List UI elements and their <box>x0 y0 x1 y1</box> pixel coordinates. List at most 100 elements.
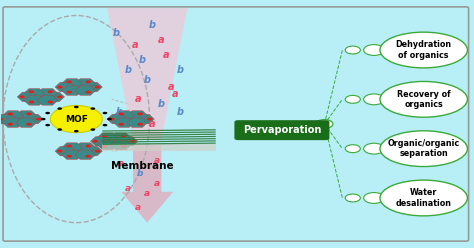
Circle shape <box>121 135 127 138</box>
Text: b: b <box>177 107 184 117</box>
Text: Recovery of
organics: Recovery of organics <box>397 90 450 109</box>
Polygon shape <box>102 140 216 143</box>
Text: Water
desalination: Water desalination <box>396 188 452 208</box>
Text: a: a <box>172 90 179 99</box>
Polygon shape <box>107 8 187 140</box>
Text: Pervaporation: Pervaporation <box>243 125 321 135</box>
Ellipse shape <box>380 180 467 216</box>
Text: a: a <box>149 119 155 129</box>
Circle shape <box>345 194 360 202</box>
Circle shape <box>364 192 384 203</box>
Circle shape <box>102 145 108 148</box>
Text: Organic/organic
separation: Organic/organic separation <box>388 139 460 158</box>
Text: b: b <box>113 28 120 38</box>
Polygon shape <box>102 129 216 132</box>
Circle shape <box>345 46 360 54</box>
Circle shape <box>46 112 50 114</box>
Circle shape <box>102 124 107 126</box>
Text: b: b <box>125 65 132 75</box>
Circle shape <box>57 107 62 110</box>
Circle shape <box>102 112 107 114</box>
Circle shape <box>364 143 384 154</box>
Ellipse shape <box>380 32 467 68</box>
Circle shape <box>46 124 50 126</box>
Circle shape <box>7 112 13 115</box>
Polygon shape <box>102 145 216 151</box>
Circle shape <box>57 150 63 153</box>
Circle shape <box>57 86 63 89</box>
Circle shape <box>95 150 100 153</box>
Circle shape <box>85 80 91 83</box>
Circle shape <box>74 130 79 132</box>
Text: a: a <box>118 159 124 168</box>
Text: a: a <box>135 94 141 104</box>
Circle shape <box>57 128 62 131</box>
Circle shape <box>92 140 98 143</box>
Ellipse shape <box>380 81 467 117</box>
Text: b: b <box>115 107 122 117</box>
Circle shape <box>50 105 102 133</box>
Circle shape <box>364 45 384 56</box>
Text: b: b <box>139 55 146 65</box>
Circle shape <box>28 90 34 93</box>
Circle shape <box>118 123 124 126</box>
Circle shape <box>28 100 34 103</box>
Text: MOF: MOF <box>65 115 88 124</box>
Circle shape <box>85 155 91 158</box>
Circle shape <box>74 106 79 108</box>
Text: b: b <box>144 75 151 85</box>
Circle shape <box>41 118 46 120</box>
Circle shape <box>95 86 100 89</box>
Circle shape <box>316 120 333 128</box>
Text: a: a <box>163 50 169 60</box>
FancyBboxPatch shape <box>3 7 469 241</box>
Circle shape <box>85 91 91 93</box>
Polygon shape <box>102 134 216 136</box>
Circle shape <box>137 123 143 126</box>
Polygon shape <box>102 138 216 141</box>
Text: a: a <box>154 156 160 165</box>
Polygon shape <box>102 131 216 134</box>
Text: Membrane: Membrane <box>111 161 174 171</box>
Polygon shape <box>102 143 216 145</box>
Circle shape <box>36 118 41 121</box>
Circle shape <box>147 118 153 121</box>
Circle shape <box>118 112 124 115</box>
Circle shape <box>345 145 360 153</box>
Circle shape <box>66 80 72 83</box>
Text: Dehydration
of organics: Dehydration of organics <box>396 40 452 60</box>
Text: a: a <box>125 184 131 193</box>
Text: a: a <box>158 35 164 45</box>
FancyBboxPatch shape <box>235 120 329 140</box>
Text: a: a <box>135 203 141 212</box>
Circle shape <box>91 107 95 110</box>
Circle shape <box>102 135 108 138</box>
Circle shape <box>57 95 63 98</box>
Circle shape <box>26 112 32 115</box>
Text: b: b <box>177 65 184 75</box>
Circle shape <box>66 145 72 148</box>
Circle shape <box>47 90 53 93</box>
Polygon shape <box>121 145 173 223</box>
Circle shape <box>47 100 53 103</box>
Circle shape <box>7 123 13 126</box>
Circle shape <box>26 123 32 126</box>
Text: a: a <box>132 40 139 50</box>
Circle shape <box>130 140 136 143</box>
Text: a: a <box>154 179 160 188</box>
Circle shape <box>364 94 384 105</box>
Circle shape <box>0 118 3 121</box>
Circle shape <box>107 118 112 120</box>
Circle shape <box>66 91 72 93</box>
Circle shape <box>137 112 143 115</box>
Text: b: b <box>137 169 143 178</box>
Text: a: a <box>144 188 150 198</box>
Text: b: b <box>158 99 165 109</box>
Ellipse shape <box>380 131 467 167</box>
Text: a: a <box>167 82 174 92</box>
Circle shape <box>345 95 360 103</box>
Circle shape <box>66 155 72 158</box>
Circle shape <box>121 145 127 148</box>
Polygon shape <box>102 136 216 138</box>
Circle shape <box>109 118 115 121</box>
